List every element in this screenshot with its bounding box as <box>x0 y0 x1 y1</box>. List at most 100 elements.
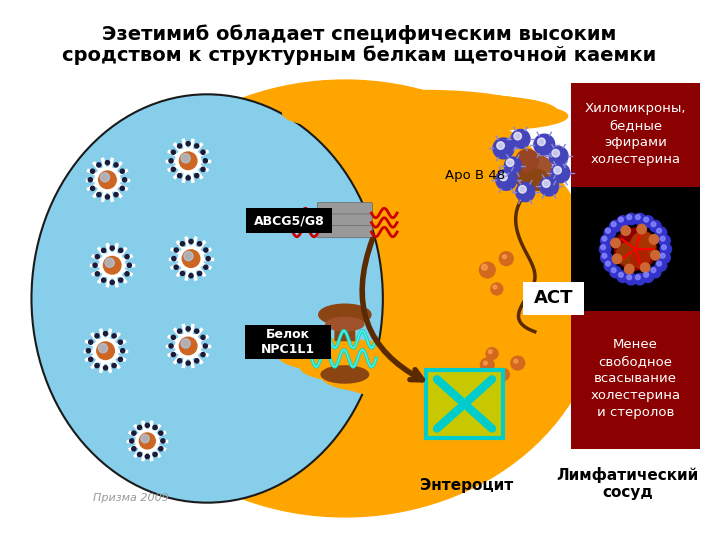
Circle shape <box>96 342 114 360</box>
Circle shape <box>612 254 621 264</box>
Circle shape <box>600 252 612 264</box>
Circle shape <box>179 246 204 271</box>
Circle shape <box>660 237 665 241</box>
Circle shape <box>490 282 503 295</box>
Circle shape <box>102 278 106 282</box>
Circle shape <box>178 359 181 363</box>
Circle shape <box>153 426 157 429</box>
Circle shape <box>616 242 639 265</box>
Circle shape <box>480 357 495 373</box>
FancyBboxPatch shape <box>318 214 372 226</box>
FancyBboxPatch shape <box>318 202 372 215</box>
Circle shape <box>114 163 118 167</box>
Circle shape <box>132 431 136 435</box>
Circle shape <box>642 216 654 227</box>
Circle shape <box>644 217 649 222</box>
Circle shape <box>499 251 514 266</box>
Circle shape <box>651 251 660 260</box>
Circle shape <box>634 273 645 285</box>
Circle shape <box>145 455 150 458</box>
Circle shape <box>602 253 607 258</box>
Circle shape <box>104 256 121 274</box>
Circle shape <box>624 264 634 274</box>
Circle shape <box>649 266 661 278</box>
Circle shape <box>497 142 505 150</box>
Ellipse shape <box>351 93 541 124</box>
Circle shape <box>122 178 127 182</box>
Circle shape <box>534 134 554 155</box>
FancyBboxPatch shape <box>245 325 330 359</box>
Circle shape <box>204 248 208 252</box>
Ellipse shape <box>326 318 364 331</box>
Circle shape <box>505 157 521 174</box>
Circle shape <box>95 254 99 259</box>
Circle shape <box>201 150 205 154</box>
Circle shape <box>634 213 645 225</box>
Circle shape <box>554 166 562 174</box>
Circle shape <box>184 252 193 261</box>
Circle shape <box>631 232 655 256</box>
Circle shape <box>194 359 199 363</box>
Circle shape <box>651 268 656 273</box>
Circle shape <box>497 368 510 381</box>
Circle shape <box>659 252 670 264</box>
Circle shape <box>649 234 659 244</box>
Circle shape <box>527 156 552 181</box>
FancyBboxPatch shape <box>334 326 355 341</box>
Circle shape <box>655 227 667 238</box>
Circle shape <box>636 275 640 280</box>
Circle shape <box>169 344 173 348</box>
Circle shape <box>120 349 125 353</box>
Circle shape <box>136 429 158 453</box>
Circle shape <box>158 431 163 435</box>
Circle shape <box>120 186 125 191</box>
Text: Белок
NPC1L1: Белок NPC1L1 <box>261 328 315 356</box>
Circle shape <box>130 439 134 443</box>
Circle shape <box>96 193 101 197</box>
Circle shape <box>503 255 506 259</box>
Circle shape <box>181 154 190 163</box>
Ellipse shape <box>300 352 414 382</box>
Circle shape <box>479 261 496 279</box>
Circle shape <box>95 363 99 368</box>
Circle shape <box>496 170 517 190</box>
Circle shape <box>145 423 150 428</box>
Circle shape <box>655 260 667 271</box>
Circle shape <box>611 268 616 273</box>
Circle shape <box>99 253 125 278</box>
Circle shape <box>206 256 210 261</box>
Circle shape <box>516 150 539 172</box>
Circle shape <box>201 335 205 340</box>
Circle shape <box>611 238 620 248</box>
Circle shape <box>105 258 114 267</box>
Ellipse shape <box>279 339 402 372</box>
Circle shape <box>181 339 190 348</box>
Circle shape <box>153 453 157 456</box>
Circle shape <box>506 159 514 166</box>
Circle shape <box>93 338 118 363</box>
Circle shape <box>178 329 181 333</box>
Circle shape <box>604 227 616 238</box>
Circle shape <box>194 144 199 148</box>
Circle shape <box>197 272 202 275</box>
Circle shape <box>606 261 611 266</box>
Circle shape <box>169 159 173 163</box>
Circle shape <box>203 159 207 163</box>
Circle shape <box>89 178 92 182</box>
Circle shape <box>105 160 109 165</box>
Circle shape <box>201 353 205 356</box>
Circle shape <box>493 285 497 289</box>
Circle shape <box>110 280 114 285</box>
Circle shape <box>140 433 156 449</box>
Circle shape <box>95 167 120 192</box>
Circle shape <box>176 333 201 359</box>
Circle shape <box>127 263 132 267</box>
Circle shape <box>201 167 205 171</box>
Circle shape <box>110 246 114 250</box>
Circle shape <box>179 337 197 355</box>
Circle shape <box>118 340 122 344</box>
Circle shape <box>660 244 672 255</box>
Circle shape <box>631 249 649 268</box>
Circle shape <box>171 167 176 171</box>
Text: Менее
свободное
всасывание
холестерина
и стеролов: Менее свободное всасывание холестерина и… <box>590 338 680 418</box>
